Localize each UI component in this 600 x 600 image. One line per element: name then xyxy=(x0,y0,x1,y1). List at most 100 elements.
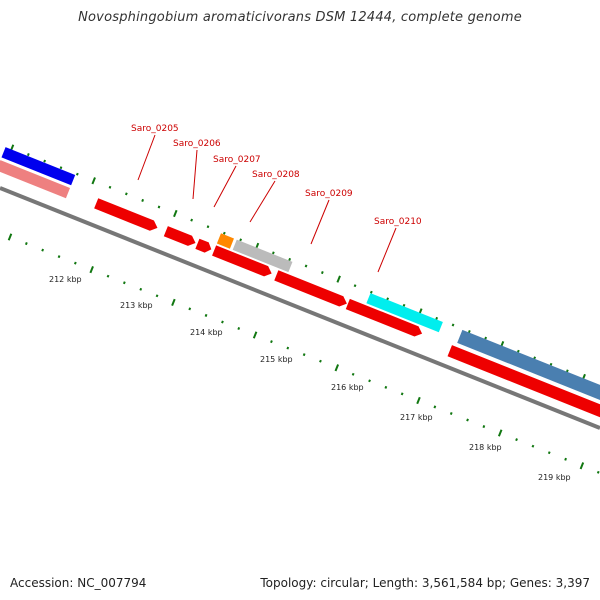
major-tick xyxy=(89,266,94,274)
map-title: Novosphingobium aromaticivorans DSM 1244… xyxy=(78,10,522,25)
minor-tick xyxy=(351,372,355,376)
major-tick xyxy=(171,298,176,306)
minor-tick xyxy=(449,412,453,415)
gene-red-long[interactable] xyxy=(447,345,600,438)
ruler-label-219: 219 kbp xyxy=(538,473,571,482)
gene-label-saro-0205[interactable]: Saro_0205 xyxy=(131,124,179,134)
minor-tick xyxy=(531,444,535,448)
inner-tick-ring xyxy=(7,233,600,474)
minor-tick xyxy=(108,185,112,189)
minor-tick xyxy=(239,238,243,242)
ruler-label-217: 217 kbp xyxy=(400,413,433,422)
minor-tick xyxy=(59,166,63,170)
genome-backbone xyxy=(0,186,600,430)
minor-tick xyxy=(206,225,210,229)
minor-tick xyxy=(400,392,404,396)
accession-text: Accession: NC_007794 xyxy=(10,576,147,590)
minor-tick xyxy=(515,438,518,442)
major-tick xyxy=(579,462,585,470)
major-tick xyxy=(173,209,178,218)
minor-tick xyxy=(466,418,469,422)
minor-tick xyxy=(302,353,306,357)
ruler-label-212: 212 kbp xyxy=(49,275,82,284)
gene-label-saro-0206[interactable]: Saro_0206 xyxy=(173,139,221,149)
ruler-label-214: 214 kbp xyxy=(190,328,223,337)
minor-tick xyxy=(75,172,79,176)
minor-tick xyxy=(124,192,128,196)
minor-tick xyxy=(26,153,30,157)
gene-blue[interactable] xyxy=(1,147,76,186)
gene-label-saro-0209[interactable]: Saro_0209 xyxy=(305,189,353,199)
major-tick xyxy=(497,429,503,437)
major-tick xyxy=(334,364,340,372)
minor-tick xyxy=(304,264,308,268)
gene-label-saro-0208[interactable]: Saro_0208 xyxy=(252,170,300,180)
minor-tick xyxy=(157,205,161,209)
ruler-label-215: 215 kbp xyxy=(260,355,293,364)
gene-arrow-1[interactable] xyxy=(94,198,159,233)
major-tick xyxy=(91,177,96,185)
minor-tick xyxy=(106,274,110,278)
gene-arrow-6[interactable] xyxy=(345,298,424,339)
gene-arrow-2[interactable] xyxy=(163,226,198,248)
minor-tick xyxy=(451,323,455,327)
ruler-label-218: 218 kbp xyxy=(469,443,502,452)
minor-tick xyxy=(57,255,61,259)
minor-tick xyxy=(141,198,145,202)
minor-tick xyxy=(564,457,567,461)
gene-orange[interactable] xyxy=(216,233,234,249)
minor-tick xyxy=(43,159,47,163)
minor-tick xyxy=(188,307,192,311)
minor-tick xyxy=(484,336,488,340)
minor-tick xyxy=(237,327,241,330)
minor-tick xyxy=(596,470,600,474)
minor-tick xyxy=(549,362,553,366)
gene-arrow-5[interactable] xyxy=(274,270,349,308)
major-tick xyxy=(336,275,341,283)
topology-text: Topology: circular; Length: 3,561,584 bp… xyxy=(260,576,590,590)
major-tick xyxy=(252,331,258,339)
minor-tick xyxy=(73,261,77,265)
minor-tick xyxy=(286,346,290,350)
minor-tick xyxy=(190,218,194,222)
minor-tick xyxy=(368,379,371,383)
major-tick xyxy=(7,233,13,241)
minor-tick xyxy=(221,320,224,324)
gene-cyan[interactable] xyxy=(366,293,443,333)
ruler-label-216: 216 kbp xyxy=(331,383,364,392)
gene-arrow-4[interactable] xyxy=(212,245,274,278)
minor-tick xyxy=(155,294,159,298)
minor-tick xyxy=(122,281,126,285)
minor-tick xyxy=(402,303,406,307)
minor-tick xyxy=(516,349,520,353)
minor-tick xyxy=(204,313,208,317)
ruler-label-213: 213 kbp xyxy=(120,301,153,310)
minor-tick xyxy=(320,271,324,275)
gene-arrow-3[interactable] xyxy=(195,238,213,255)
minor-tick xyxy=(467,330,471,334)
gene-label-saro-0207[interactable]: Saro_0207 xyxy=(213,155,261,165)
gene-pink[interactable] xyxy=(0,160,71,199)
minor-tick xyxy=(271,251,275,255)
minor-tick xyxy=(547,451,551,455)
minor-tick xyxy=(139,287,143,291)
minor-tick xyxy=(369,290,373,294)
minor-tick xyxy=(353,284,357,288)
minor-tick xyxy=(386,297,390,301)
minor-tick xyxy=(384,385,388,389)
minor-tick xyxy=(433,405,437,409)
gene-steelblue[interactable] xyxy=(457,329,600,421)
minor-tick xyxy=(288,257,292,261)
minor-tick xyxy=(270,340,273,344)
minor-tick xyxy=(482,425,486,429)
gene-gray[interactable] xyxy=(232,239,293,273)
minor-tick xyxy=(435,316,439,320)
gene-label-saro-0210[interactable]: Saro_0210 xyxy=(374,217,422,227)
minor-tick xyxy=(24,242,28,246)
minor-tick xyxy=(222,231,226,235)
minor-tick xyxy=(565,369,569,373)
major-tick xyxy=(416,396,421,405)
minor-tick xyxy=(533,356,537,360)
minor-tick xyxy=(41,248,45,252)
